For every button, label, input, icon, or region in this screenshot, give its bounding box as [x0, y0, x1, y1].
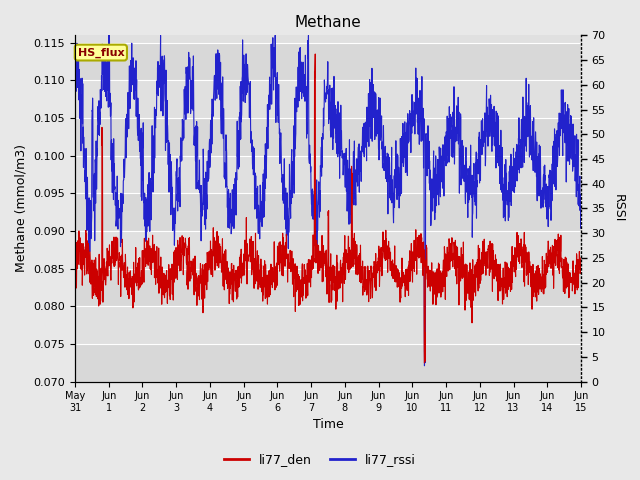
Y-axis label: RSSI: RSSI	[612, 194, 625, 223]
Bar	[75, 43, 581, 81]
X-axis label: Time: Time	[313, 419, 344, 432]
Bar	[75, 344, 581, 382]
Bar	[75, 118, 581, 156]
Bar	[75, 193, 581, 231]
Text: HS_flux: HS_flux	[77, 48, 124, 58]
Title: Methane: Methane	[294, 15, 362, 30]
Bar	[75, 269, 581, 306]
Legend: li77_den, li77_rssi: li77_den, li77_rssi	[219, 448, 421, 471]
Y-axis label: Methane (mmol/m3): Methane (mmol/m3)	[15, 144, 28, 273]
